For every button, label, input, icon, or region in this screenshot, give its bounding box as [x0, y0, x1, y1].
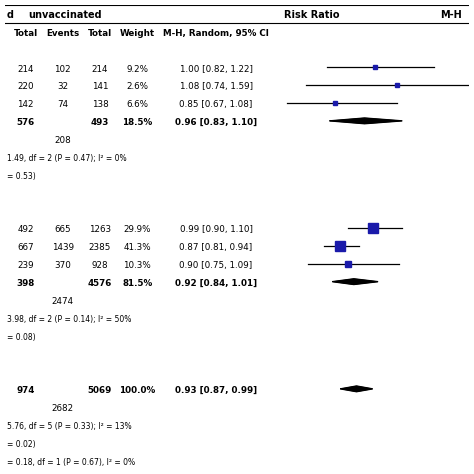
Text: 220: 220: [18, 82, 34, 91]
Text: 100.0%: 100.0%: [119, 386, 155, 395]
Text: 2385: 2385: [89, 243, 111, 252]
Text: 239: 239: [18, 261, 34, 270]
Text: 398: 398: [17, 279, 35, 288]
Text: 576: 576: [17, 118, 35, 127]
Text: 6.6%: 6.6%: [126, 100, 148, 109]
Text: 32: 32: [57, 82, 68, 91]
Text: 1.08 [0.74, 1.59]: 1.08 [0.74, 1.59]: [180, 82, 253, 91]
Text: 928: 928: [91, 261, 108, 270]
Text: Weight: Weight: [119, 29, 155, 38]
Text: 1439: 1439: [52, 243, 74, 252]
Text: 142: 142: [18, 100, 34, 109]
Polygon shape: [332, 279, 378, 284]
Text: Total: Total: [14, 29, 38, 38]
Text: 1.00 [0.82, 1.22]: 1.00 [0.82, 1.22]: [180, 64, 253, 73]
Text: 1.49, df = 2 (P = 0.47); I² = 0%: 1.49, df = 2 (P = 0.47); I² = 0%: [7, 154, 127, 163]
Text: Risk Ratio: Risk Ratio: [283, 10, 339, 20]
Text: 41.3%: 41.3%: [123, 243, 151, 252]
Text: 2682: 2682: [52, 404, 74, 413]
Text: 208: 208: [55, 136, 71, 145]
Text: 4576: 4576: [88, 279, 112, 288]
Polygon shape: [329, 118, 402, 124]
Text: unvaccinated: unvaccinated: [28, 10, 102, 20]
Text: 18.5%: 18.5%: [122, 118, 152, 127]
Text: 493: 493: [91, 118, 109, 127]
Text: 138: 138: [91, 100, 109, 109]
Text: 81.5%: 81.5%: [122, 279, 152, 288]
Text: 2474: 2474: [52, 297, 74, 306]
Text: 0.93 [0.87, 0.99]: 0.93 [0.87, 0.99]: [175, 386, 257, 395]
Text: 0.90 [0.75, 1.09]: 0.90 [0.75, 1.09]: [180, 261, 253, 270]
Text: 1263: 1263: [89, 225, 111, 234]
Text: 492: 492: [18, 225, 34, 234]
Text: = 0.08): = 0.08): [7, 333, 36, 341]
Text: 974: 974: [17, 386, 35, 395]
Text: = 0.18, df = 1 (P = 0.67), I² = 0%: = 0.18, df = 1 (P = 0.67), I² = 0%: [7, 457, 135, 466]
Text: 102: 102: [55, 64, 71, 73]
Text: Total: Total: [88, 29, 112, 38]
Text: = 0.02): = 0.02): [7, 440, 36, 449]
Text: 9.2%: 9.2%: [126, 64, 148, 73]
Text: 370: 370: [55, 261, 71, 270]
Text: 214: 214: [18, 64, 34, 73]
Text: 0.99 [0.90, 1.10]: 0.99 [0.90, 1.10]: [180, 225, 253, 234]
Text: 10.3%: 10.3%: [123, 261, 151, 270]
Text: 74: 74: [57, 100, 68, 109]
Text: 665: 665: [55, 225, 71, 234]
Text: 0.92 [0.84, 1.01]: 0.92 [0.84, 1.01]: [175, 279, 257, 288]
Text: 5.76, df = 5 (P = 0.33); I² = 13%: 5.76, df = 5 (P = 0.33); I² = 13%: [7, 422, 132, 431]
Text: M-H, Random, 95% CI: M-H, Random, 95% CI: [163, 29, 269, 38]
Text: 0.87 [0.81, 0.94]: 0.87 [0.81, 0.94]: [180, 243, 253, 252]
Text: 0.85 [0.67, 1.08]: 0.85 [0.67, 1.08]: [180, 100, 253, 109]
Text: 3.98, df = 2 (P = 0.14); I² = 50%: 3.98, df = 2 (P = 0.14); I² = 50%: [7, 315, 131, 324]
Text: d: d: [7, 10, 14, 20]
Text: 214: 214: [91, 64, 108, 73]
Text: 29.9%: 29.9%: [123, 225, 151, 234]
Text: 2.6%: 2.6%: [126, 82, 148, 91]
Text: 141: 141: [91, 82, 108, 91]
Text: = 0.53): = 0.53): [7, 172, 36, 181]
Text: 667: 667: [18, 243, 34, 252]
Text: 0.96 [0.83, 1.10]: 0.96 [0.83, 1.10]: [175, 118, 257, 127]
Polygon shape: [340, 386, 373, 392]
Text: Events: Events: [46, 29, 80, 38]
Text: M-H: M-H: [440, 10, 462, 20]
Text: 5069: 5069: [88, 386, 112, 395]
